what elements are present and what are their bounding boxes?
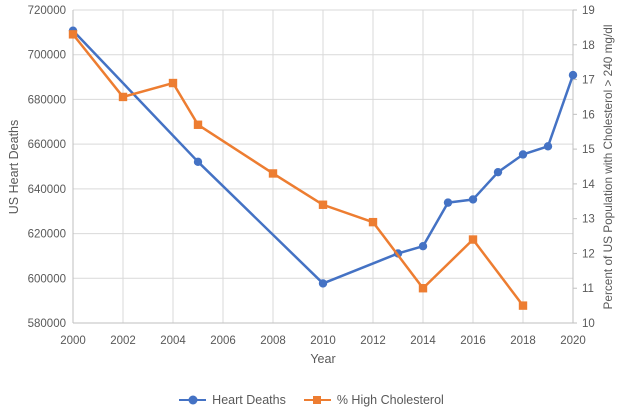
data-point-high-cholesterol	[318, 200, 328, 209]
y-left-tick-label: 600000	[28, 273, 66, 285]
y-right-tick-label: 12	[582, 248, 595, 260]
x-tick-label: 2000	[60, 335, 86, 347]
legend: Heart Deaths % High Cholesterol	[0, 393, 623, 407]
x-axis-title: Year	[310, 352, 335, 366]
y-left-tick-label: 640000	[28, 184, 66, 196]
high-cholesterol-square-marker-icon	[313, 396, 322, 404]
data-point-high-cholesterol	[518, 301, 528, 310]
data-point-high-cholesterol	[418, 284, 428, 293]
y-right-tick-label: 19	[582, 5, 595, 17]
x-tick-label: 2004	[160, 335, 186, 347]
x-tick-label: 2016	[460, 335, 486, 347]
y-right-tick-label: 15	[582, 144, 595, 156]
x-tick-label: 2018	[510, 335, 536, 347]
data-point-heart-deaths	[418, 242, 428, 251]
legend-item-heart-deaths: Heart Deaths	[179, 393, 286, 407]
y-right-tick-label: 17	[582, 75, 595, 87]
x-tick-label: 2002	[110, 335, 136, 347]
data-point-heart-deaths	[318, 279, 328, 288]
x-tick-label: 2014	[410, 335, 436, 347]
y-right-tick-label: 10	[582, 318, 595, 330]
heart-deaths-circle-marker-icon	[188, 395, 198, 405]
data-point-heart-deaths	[443, 198, 453, 207]
data-point-high-cholesterol	[168, 78, 178, 88]
x-tick-label: 2020	[560, 335, 586, 347]
data-point-heart-deaths	[468, 195, 478, 204]
y-left-tick-label: 580000	[28, 318, 66, 330]
y-left-tick-label: 720000	[28, 5, 66, 17]
x-tick-label: 2012	[360, 335, 386, 347]
y-right-tick-label: 16	[582, 109, 595, 121]
right-axis-title: Percent of US Population with Cholestero…	[601, 25, 615, 310]
legend-label: % High Cholesterol	[336, 393, 444, 407]
y-left-tick-label: 620000	[28, 229, 66, 241]
left-axis-title: US Heart Deaths	[7, 120, 21, 214]
data-point-heart-deaths	[543, 142, 553, 151]
y-left-tick-label: 660000	[28, 139, 66, 151]
data-point-heart-deaths	[193, 157, 203, 167]
y-right-tick-label: 11	[582, 283, 594, 295]
series-line-high-cholesterol	[71, 33, 525, 307]
heart-deaths-line-icon	[179, 395, 207, 405]
data-point-high-cholesterol	[193, 120, 203, 129]
y-right-tick-label: 18	[582, 40, 595, 52]
data-point-high-cholesterol	[368, 217, 378, 227]
data-point-heart-deaths	[568, 70, 578, 80]
x-tick-label: 2006	[210, 335, 236, 347]
data-point-heart-deaths	[493, 167, 503, 177]
data-point-high-cholesterol	[468, 235, 478, 244]
y-left-tick-label: 680000	[28, 94, 66, 106]
data-point-high-cholesterol	[118, 92, 128, 102]
data-point-high-cholesterol	[268, 169, 278, 178]
legend-label: Heart Deaths	[212, 393, 286, 407]
data-point-high-cholesterol	[68, 30, 78, 39]
high-cholesterol-line-icon	[303, 396, 331, 404]
x-tick-label: 2010	[310, 335, 336, 347]
y-right-tick-label: 13	[582, 214, 595, 226]
x-tick-label: 2008	[260, 335, 286, 347]
y-left-tick-label: 700000	[28, 50, 66, 62]
legend-item-high-cholesterol: % High Cholesterol	[303, 393, 444, 407]
data-point-heart-deaths	[518, 150, 528, 159]
y-right-tick-label: 14	[582, 179, 595, 191]
